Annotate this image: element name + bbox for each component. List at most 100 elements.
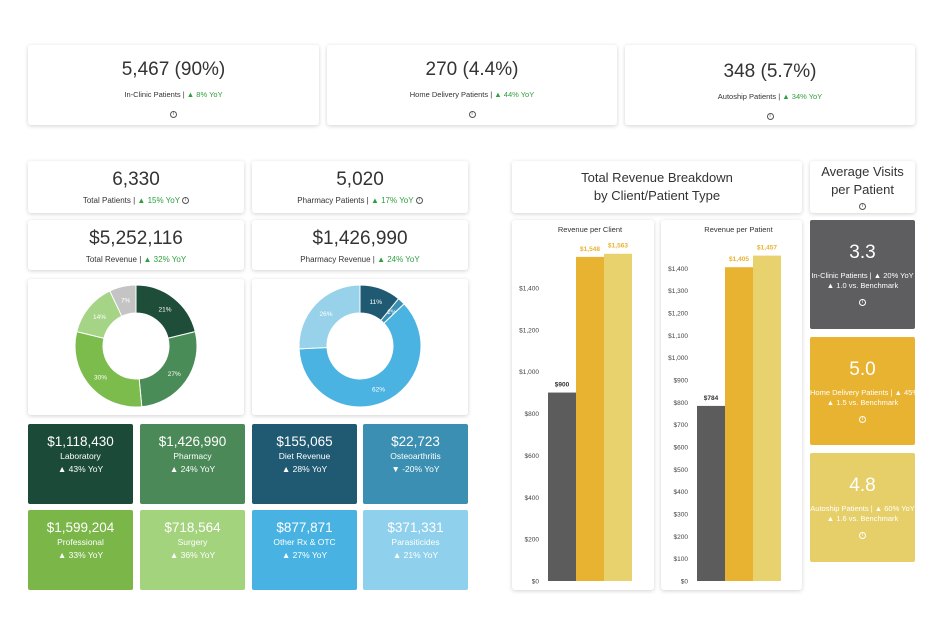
tile-change: ▲ 28% YoY	[281, 464, 328, 474]
visits-tile-home-delivery[interactable]: 5.0 Home Delivery Patients | ▲ 45% YoY▲ 1…	[810, 337, 915, 445]
kpi-value: $5,252,116	[89, 228, 183, 249]
tile-change: ▲ 36% YoY	[169, 550, 216, 560]
kpi-value: $1,426,990	[312, 228, 408, 249]
bar-chart-revenue-per-patient: Revenue per Patient $0 $100 $200 $300 $400 $50…	[668, 225, 781, 586]
chart-title: Revenue per Client	[558, 225, 623, 234]
info-icon[interactable]: i	[182, 197, 190, 205]
bar[interactable]	[576, 256, 604, 581]
tile-value: $22,723	[391, 434, 440, 449]
info-icon[interactable]: i	[170, 111, 177, 119]
donut-chart-revenue-mix: 21% 27% 30% 14% 7%	[74, 284, 198, 408]
tile-value: $718,564	[164, 520, 221, 535]
info-icon[interactable]: i	[859, 298, 866, 306]
chart-card-revenue-per-client: Revenue per Client $0 $200 $400 $600 $800 $1,0…	[512, 220, 654, 590]
kpi-value: 270 (4.4%)	[425, 59, 519, 80]
tile-change: ▲ 43% YoY	[57, 464, 104, 474]
revenue-tile-surgery[interactable]: $718,564 Surgery ▲ 36% YoY	[140, 510, 245, 590]
bar-value-label: $900	[555, 382, 570, 389]
average-visits-subtitle: per Patient	[831, 182, 894, 197]
bar[interactable]	[725, 267, 753, 581]
y-tick-label: $100	[674, 556, 689, 563]
kpi-card-home-delivery: 270 (4.4%) Home Delivery Patients | ▲ 44…	[327, 45, 617, 125]
y-tick-label: $1,000	[668, 355, 688, 362]
info-icon[interactable]: i	[859, 415, 866, 423]
kpi-value: 5,020	[336, 169, 384, 190]
tile-change: ▲ 21% YoY	[392, 550, 439, 560]
y-tick-label: $1,200	[519, 327, 539, 334]
donut-slice[interactable]	[138, 331, 198, 408]
y-tick-label: $600	[674, 445, 689, 452]
average-visits-title-card: Average Visits per Patient i	[810, 161, 915, 213]
kpi-card-in-clinic: 5,467 (90%) In-Clinic Patients | ▲ 8% Yo…	[28, 45, 319, 125]
y-tick-label: $800	[525, 411, 540, 418]
visits-value: 3.3	[849, 242, 876, 263]
donut-slice-label: 11%	[370, 299, 383, 306]
tile-value: $877,871	[276, 520, 333, 535]
kpi-label: Total Revenue | ▲ 32% YoY	[85, 255, 187, 264]
tile-change: ▲ 33% YoY	[57, 550, 104, 560]
donut-slice-label: 30%	[94, 374, 107, 381]
y-tick-label: $200	[525, 537, 540, 544]
kpi-card-total-revenue: $5,252,116 Total Revenue | ▲ 32% YoY	[28, 220, 244, 270]
info-icon[interactable]: i	[859, 203, 866, 211]
kpi-label: Pharmacy Patients | ▲ 17% YoY i	[252, 196, 468, 205]
tile-value: $1,426,990	[158, 434, 227, 449]
info-icon[interactable]: i	[859, 531, 866, 539]
bar[interactable]	[697, 405, 725, 581]
visits-tile-autoship[interactable]: 4.8 Autoship Patients | ▲ 60% YoY ▲ 1.6 vs…	[810, 453, 915, 562]
visits-yoy: Autoship Patients | ▲ 60% YoY	[810, 504, 915, 513]
tile-label: Surgery	[177, 537, 208, 547]
revenue-tile-laboratory[interactable]: $1,118,430 Laboratory ▲ 43% YoY	[28, 424, 133, 504]
kpi-card-total-patients: 6,330 Total Patients | ▲ 15% YoY i	[28, 161, 244, 213]
info-icon[interactable]: i	[415, 197, 423, 205]
y-tick-label: $900	[674, 378, 689, 385]
bar[interactable]	[753, 255, 781, 581]
y-tick-label: $1,200	[668, 311, 688, 318]
kpi-label: Pharmacy Revenue | ▲ 24% YoY	[300, 255, 420, 264]
revenue-tile-professional[interactable]: $1,599,204 Professional ▲ 33% YoY	[28, 510, 133, 590]
y-tick-label: $400	[674, 489, 689, 496]
kpi-value: 348 (5.7%)	[723, 61, 817, 82]
tile-label: Osteoarthritis	[390, 451, 441, 461]
revenue-tile-parasiticides[interactable]: $371,331 Parasiticides ▲ 21% YoY	[363, 510, 468, 590]
tile-value: $155,065	[276, 434, 333, 449]
kpi-value: 5,467 (90%)	[121, 59, 226, 80]
bar-chart-revenue-per-client: Revenue per Client $0 $200 $400 $600 $800 $1,0…	[519, 225, 632, 586]
info-icon[interactable]: i	[766, 113, 774, 121]
bar-value-label: $1,548	[580, 246, 600, 253]
kpi-label: In-Clinic Patients | ▲ 8% YoY	[124, 90, 223, 99]
y-tick-label: $1,000	[519, 369, 539, 376]
bar[interactable]	[604, 253, 632, 581]
tile-label: Laboratory	[60, 451, 101, 461]
visits-benchmark: ▲ 1.5 vs. Benchmark	[826, 398, 899, 407]
visits-benchmark: ▲ 1.6 vs. Benchmark	[826, 514, 899, 523]
tile-label: Pharmacy	[173, 451, 212, 461]
bar[interactable]	[548, 392, 576, 581]
tile-label: Diet Revenue	[278, 451, 331, 461]
donut-slice[interactable]	[74, 331, 143, 408]
revenue-tile-pharmacy[interactable]: $1,426,990 Pharmacy ▲ 24% YoY	[140, 424, 245, 504]
donut-slice[interactable]	[109, 284, 137, 317]
y-tick-label: $0	[681, 579, 689, 586]
kpi-card-autoship: 348 (5.7%) Autoship Patients | ▲ 34% YoY…	[625, 45, 915, 125]
donut-slice-label: 7%	[121, 298, 131, 305]
revenue-tile-diet-revenue[interactable]: $155,065 Diet Revenue ▲ 28% YoY	[252, 424, 357, 504]
tile-change: ▲ 24% YoY	[169, 464, 216, 474]
bar-value-label: $784	[704, 395, 719, 402]
bar-value-label: $1,457	[757, 245, 777, 252]
y-tick-label: $0	[532, 579, 540, 586]
bar-value-label: $1,405	[729, 256, 749, 263]
revenue-tile-other-rx-otc[interactable]: $877,871 Other Rx & OTC ▲ 27% YoY	[252, 510, 357, 590]
y-tick-label: $1,400	[668, 266, 688, 273]
visits-yoy: In-Clinic Patients | ▲ 20% YoY	[811, 271, 914, 280]
donut-card-pharmacy-mix: 11% 2% 62% 26%	[252, 279, 468, 415]
y-tick-label: $1,100	[668, 333, 688, 340]
tile-label: Professional	[57, 537, 104, 547]
info-icon[interactable]: i	[468, 111, 476, 119]
visits-tile-in-clinic[interactable]: 3.3 In-Clinic Patients | ▲ 20% YoY ▲ 1.0 v…	[810, 220, 915, 329]
revenue-tile-osteoarthritis[interactable]: $22,723 Osteoarthritis ▼ -20% YoY	[363, 424, 468, 504]
kpi-label: Autoship Patients | ▲ 34% YoY	[717, 92, 823, 101]
visits-value: 5.0	[849, 359, 876, 380]
donut-slice[interactable]	[298, 303, 422, 408]
donut-slice[interactable]	[298, 284, 361, 350]
